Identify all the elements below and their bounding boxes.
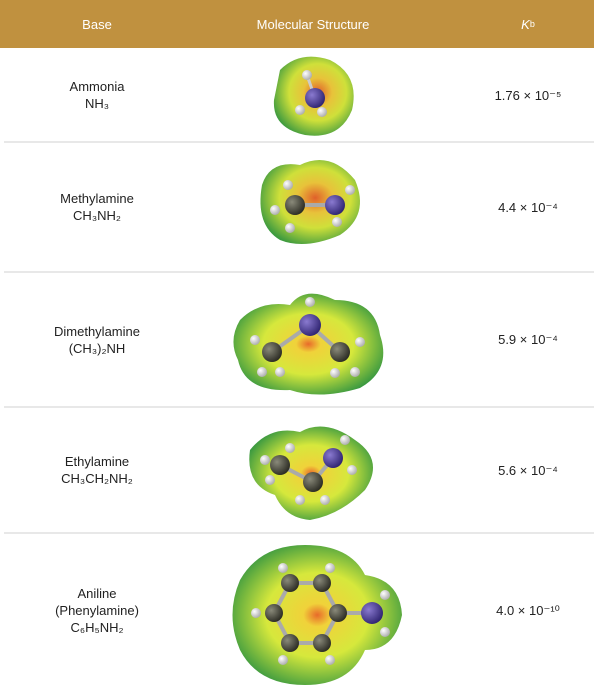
base-cell: Dimethylamine (CH₃)₂NH — [12, 272, 182, 407]
ammonia-model — [273, 56, 354, 136]
base-cell: Ethylamine CH₃CH₂NH₂ — [12, 407, 182, 533]
base-name: Ethylamine — [64, 454, 130, 469]
kb-value: 1.76 × 10⁻⁵ — [494, 87, 562, 103]
base-cell: Methylamine CH₃NH₂ — [12, 142, 182, 272]
aniline-model — [232, 545, 402, 685]
base-formula: NH₃ — [84, 96, 110, 111]
kb-symbol: K — [521, 16, 530, 32]
kb-subscript: b — [529, 18, 535, 29]
column-header: Molecular Structure — [256, 16, 370, 32]
base-cell: Ammonia NH₃ — [12, 48, 182, 142]
base-cell: Aniline (Phenylamine) C₆H₅NH₂ — [12, 533, 182, 688]
base-name: Ammonia — [69, 79, 125, 94]
base-formula: (CH₃)₂NH — [68, 340, 126, 356]
kb-value: 4.0 × 10⁻¹⁰ — [496, 603, 560, 618]
kb-cell: 5.6 × 10⁻⁴ — [443, 407, 594, 533]
base-name: Dimethylamine — [54, 323, 140, 339]
kb-value: 4.4 × 10⁻⁴ — [498, 199, 558, 215]
column-header: Base — [82, 16, 112, 32]
base-formula: C₆H₅NH₂ — [70, 620, 124, 635]
kb-cell: 5.9 × 10⁻⁴ — [443, 272, 594, 407]
base-name: Aniline — [77, 586, 117, 601]
header-bar — [0, 0, 594, 48]
row-dividers — [4, 141, 594, 534]
kb-value: 5.9 × 10⁻⁴ — [498, 332, 558, 347]
base-formula: CH₃NH₂ — [73, 208, 121, 223]
kb-value: 5.6 × 10⁻⁴ — [498, 462, 558, 478]
dimethylamine-model — [233, 293, 384, 395]
kb-cell: 1.76 × 10⁻⁵ — [443, 48, 594, 142]
ethylamine-model — [249, 426, 373, 520]
methylamine-model — [260, 160, 360, 244]
kb-cell: 4.0 × 10⁻¹⁰ — [443, 533, 594, 688]
base-formula: CH₃CH₂NH₂ — [61, 471, 133, 486]
base-name: Methylamine — [60, 191, 134, 206]
base-alt-name: (Phenylamine) — [55, 603, 139, 618]
kb-cell: 4.4 × 10⁻⁴ — [443, 142, 594, 272]
